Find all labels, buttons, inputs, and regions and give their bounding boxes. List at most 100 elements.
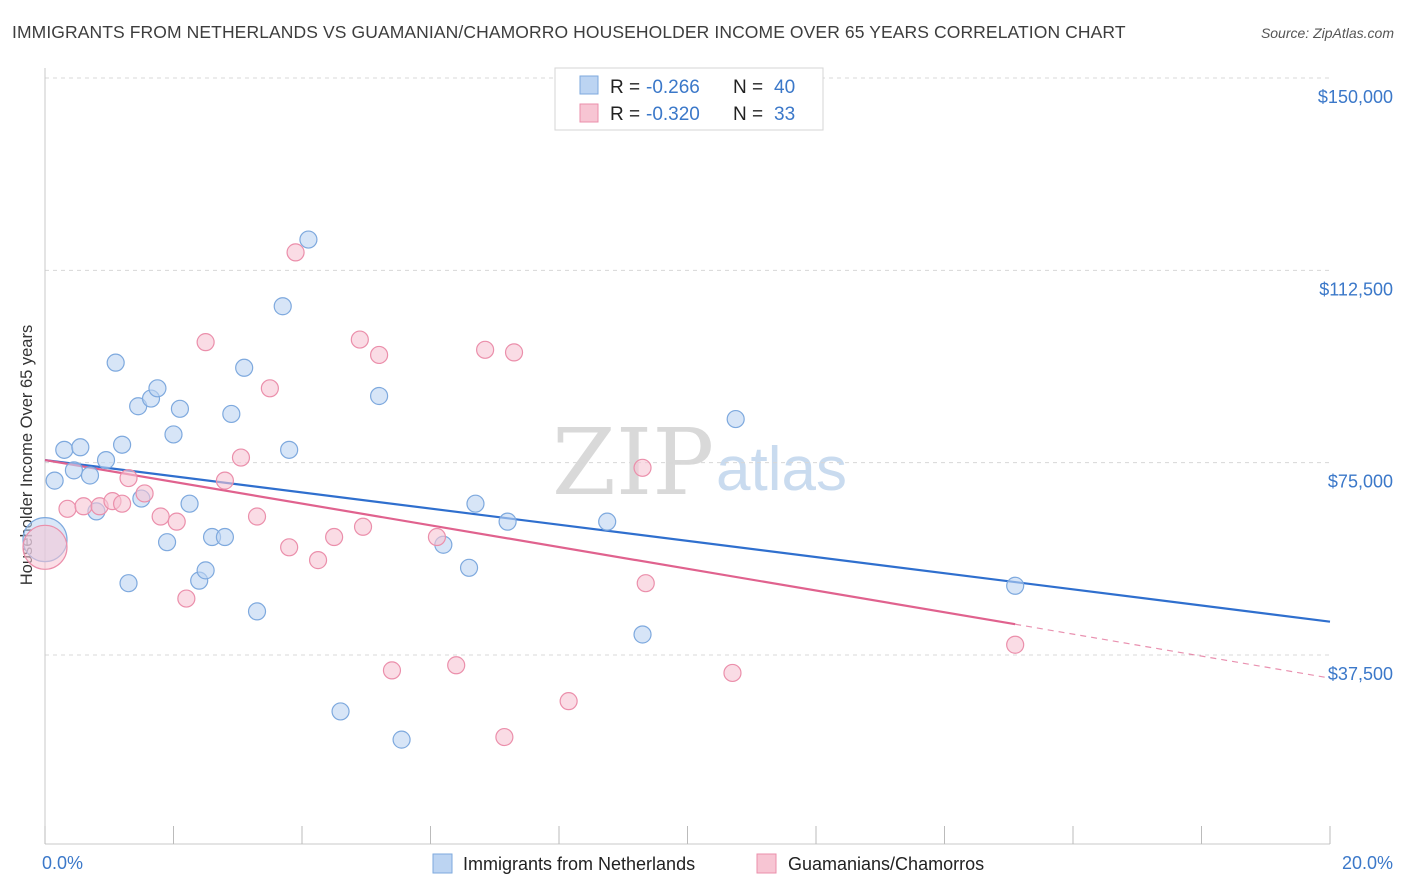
legend-r-label-1: R = — [610, 77, 640, 98]
blue-point-7 — [96, 451, 116, 470]
trend-lines — [44, 459, 1331, 679]
pink-point-2 — [74, 497, 93, 516]
blue-point-23 — [222, 404, 241, 424]
y-tick-label-2: $112,500 — [1319, 279, 1393, 299]
watermark-atlas: atlas — [716, 435, 847, 504]
pink-point-1 — [58, 499, 77, 518]
blue-point-10 — [119, 574, 138, 593]
blue-trend-line — [44, 459, 1331, 623]
blue-point-39 — [1006, 576, 1025, 595]
blue-point-20 — [196, 561, 215, 580]
scatter-points — [22, 230, 1025, 749]
legend-n-label-1: N = — [733, 77, 763, 98]
pink-point-23 — [382, 661, 402, 680]
blue-point-17 — [170, 399, 190, 418]
blue-point-8 — [106, 353, 125, 372]
blue-point-9 — [112, 435, 132, 454]
correlation-legend: R = -0.266 N = 40 R = -0.320 N = 33 — [554, 67, 824, 131]
pink-point-6 — [119, 468, 138, 488]
pink-trend-line — [44, 459, 1016, 626]
series-legend-swatch-pink — [756, 853, 777, 874]
series-legend: Immigrants from Netherlands Guamanians/C… — [432, 853, 984, 874]
pink-point-5 — [112, 494, 132, 513]
axes — [44, 68, 1331, 845]
pink-point-24 — [427, 527, 447, 547]
pink-point-13 — [231, 448, 251, 467]
blue-point-26 — [273, 297, 292, 316]
blue-point-22 — [215, 527, 234, 547]
series-legend-label-pink: Guamanians/Chamorros — [788, 854, 984, 874]
pink-point-29 — [559, 692, 578, 711]
blue-point-28 — [299, 230, 318, 249]
blue-point-14 — [148, 379, 167, 398]
legend-box — [554, 67, 824, 131]
pink-point-28 — [504, 343, 524, 362]
blue-point-33 — [459, 558, 479, 577]
pink-point-30 — [633, 458, 652, 477]
blue-point-16 — [164, 425, 183, 444]
y-tick-label-3: $150,000 — [1318, 87, 1393, 107]
pink-point-32 — [723, 663, 742, 683]
pink-point-19 — [325, 527, 344, 547]
pink-point-18 — [308, 551, 328, 570]
legend-n-label-2: N = — [733, 104, 763, 125]
blue-point-1 — [45, 471, 64, 490]
blue-point-15 — [157, 533, 177, 552]
watermark: ZIP atlas — [552, 409, 847, 516]
legend-swatch-pink — [579, 103, 599, 123]
y-tick-label-0: $37,500 — [1328, 664, 1393, 684]
pink-point-10 — [177, 589, 196, 608]
series-legend-label-blue: Immigrants from Netherlands — [463, 854, 695, 874]
series-legend-swatch-blue — [432, 853, 453, 874]
pink-point-17 — [286, 243, 305, 262]
pink-point-16 — [280, 538, 299, 557]
blue-point-34 — [466, 494, 485, 513]
legend-n-value-2: 33 — [774, 104, 795, 125]
blue-point-3 — [64, 461, 84, 480]
y-axis-title: Householder Income Over 65 years — [18, 325, 36, 585]
blue-point-37 — [633, 625, 652, 644]
y-tick-label-1: $75,000 — [1328, 472, 1393, 492]
blue-point-24 — [235, 358, 254, 377]
pink-point-15 — [260, 379, 279, 398]
pink-point-31 — [636, 574, 655, 593]
legend-r-value-2: -0.320 — [646, 104, 700, 125]
blue-point-35 — [498, 512, 517, 531]
pink-point-33 — [1006, 635, 1025, 654]
pink-point-21 — [353, 517, 373, 536]
blue-point-38 — [726, 409, 745, 429]
pink-point-25 — [447, 656, 466, 675]
pink-point-7 — [135, 484, 154, 503]
blue-point-36 — [598, 512, 617, 531]
pink-point-8 — [151, 507, 170, 526]
x-tick-label-1: 20.0% — [1342, 853, 1393, 873]
legend-r-value-1: -0.266 — [646, 77, 700, 98]
source-label: Source: ZipAtlas.com — [1260, 25, 1394, 41]
blue-point-5 — [80, 466, 100, 485]
chart-title: IMMIGRANTS FROM NETHERLANDS VS GUAMANIAN… — [12, 22, 1126, 42]
blue-point-4 — [71, 438, 90, 457]
pink-point-14 — [247, 507, 267, 526]
pink-point-11 — [196, 333, 215, 352]
pink-trend-line-dashed — [1015, 623, 1331, 679]
blue-point-25 — [247, 602, 267, 621]
y-tick-labels: $37,500 $75,000 $112,500 $150,000 — [1318, 87, 1393, 684]
x-tick-labels: 0.0% 20.0% — [42, 853, 1393, 873]
blue-point-2 — [55, 440, 74, 459]
pink-point-27 — [495, 727, 514, 747]
legend-r-label-2: R = — [610, 104, 640, 125]
pink-point-0 — [22, 524, 68, 570]
x-tick-label-0: 0.0% — [42, 853, 83, 873]
blue-point-29 — [331, 702, 350, 721]
blue-point-30 — [370, 386, 389, 406]
blue-point-31 — [392, 730, 411, 749]
blue-point-27 — [280, 440, 299, 459]
pink-point-22 — [370, 345, 389, 365]
legend-n-value-1: 40 — [774, 77, 795, 98]
pink-point-26 — [476, 340, 495, 359]
pink-point-20 — [350, 330, 369, 349]
legend-swatch-blue — [579, 75, 599, 95]
pink-point-12 — [215, 471, 234, 490]
blue-point-18 — [180, 494, 199, 513]
